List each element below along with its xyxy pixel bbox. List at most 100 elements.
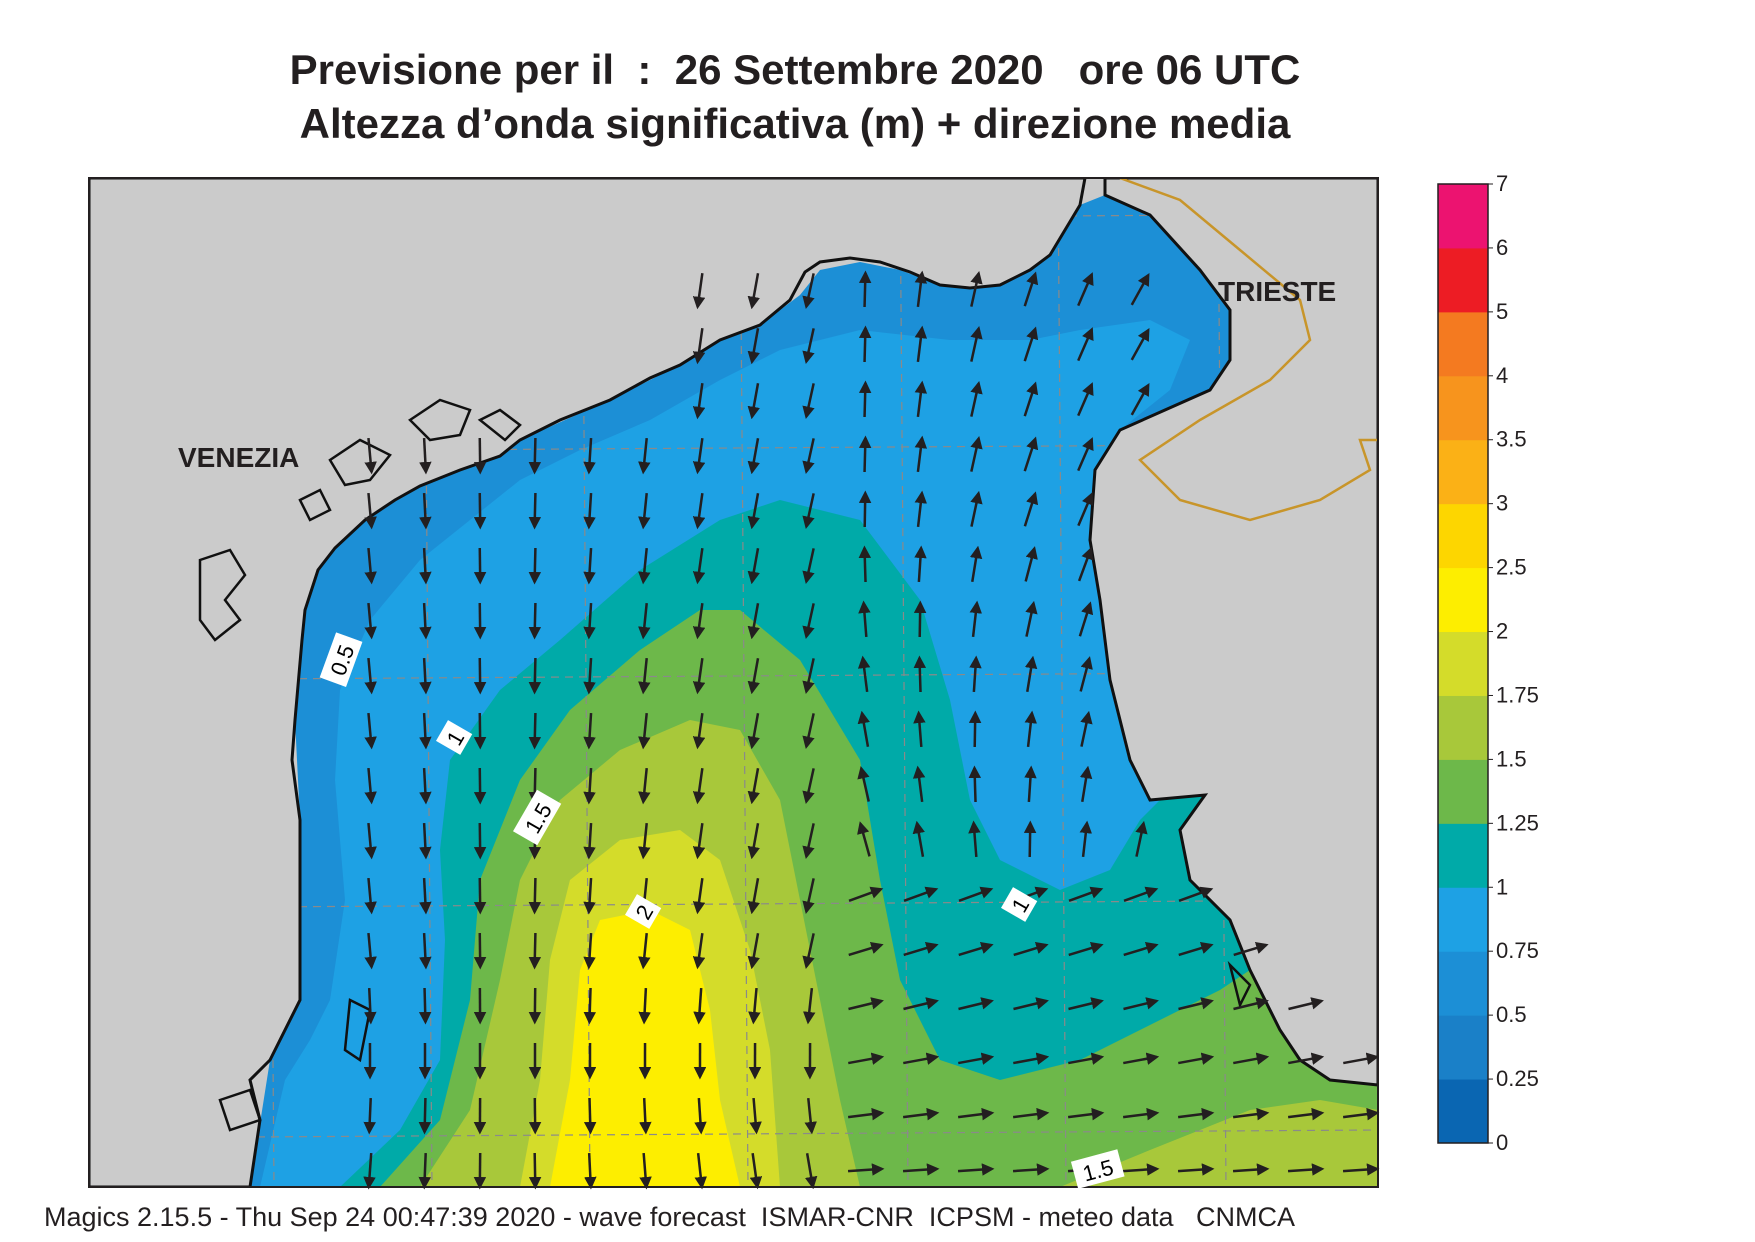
wave-arrow bbox=[528, 602, 542, 640]
colorbar-swatch bbox=[1438, 311, 1488, 377]
wave-arrow bbox=[1233, 1052, 1270, 1065]
wave-arrow bbox=[969, 545, 983, 582]
wave-arrow bbox=[1343, 1052, 1380, 1065]
wave-arrow bbox=[1068, 997, 1104, 1011]
wave-arrow bbox=[1023, 271, 1039, 307]
wave-arrow bbox=[583, 602, 596, 640]
wave-arrow bbox=[692, 437, 706, 475]
wave-arrow bbox=[1288, 997, 1324, 1011]
wave-arrow bbox=[957, 1163, 995, 1176]
wave-arrow bbox=[418, 1097, 432, 1135]
wave-arrow bbox=[1068, 886, 1104, 902]
wave-arrow bbox=[805, 1153, 818, 1190]
wave-arrow bbox=[1123, 886, 1159, 902]
wave-arrow bbox=[638, 712, 651, 750]
wave-arrow bbox=[692, 822, 706, 860]
wave-arrow bbox=[968, 710, 982, 748]
colorbar-legend: 0 0.25 0.5 0.75 1 1.25 1.5 1.75 2 2.5 3 3.5 4 5 6 7 bbox=[1437, 171, 1539, 1155]
colorbar-tick-label: 1 bbox=[1496, 874, 1508, 899]
wave-arrow bbox=[913, 710, 926, 748]
wave-arrow bbox=[1130, 382, 1150, 416]
wave-arrow bbox=[583, 657, 596, 695]
wave-arrow bbox=[1123, 941, 1159, 957]
wave-arrow bbox=[1023, 820, 1037, 858]
wave-arrow bbox=[638, 987, 651, 1025]
wave-arrow bbox=[914, 490, 928, 528]
wave-arrow bbox=[1013, 997, 1049, 1011]
wave-arrow bbox=[958, 997, 994, 1011]
wave-arrow bbox=[1077, 272, 1094, 307]
wave-arrow bbox=[583, 767, 596, 805]
wave-arrow bbox=[419, 712, 432, 750]
wave-arrow bbox=[802, 493, 815, 530]
wave-arrow bbox=[1178, 941, 1214, 957]
wave-arrow bbox=[848, 997, 884, 1011]
wave-arrow bbox=[583, 492, 596, 530]
wave-arrow bbox=[1342, 1163, 1380, 1176]
wave-arrow bbox=[903, 1052, 940, 1065]
national-border bbox=[1119, 178, 1378, 522]
wave-arrow bbox=[914, 380, 928, 418]
wave-arrow bbox=[903, 941, 939, 957]
wave-arrow bbox=[1077, 382, 1094, 417]
wave-arrow bbox=[970, 380, 983, 417]
wave-arrow bbox=[848, 886, 884, 902]
wave-arrow bbox=[692, 382, 706, 420]
graticule-line bbox=[1057, 178, 1067, 1187]
wave-arrow bbox=[912, 765, 926, 803]
wave-arrow bbox=[1178, 997, 1214, 1011]
graticule-line bbox=[89, 899, 1378, 909]
wave-arrow bbox=[1012, 1163, 1050, 1176]
wave-arrow bbox=[364, 547, 377, 585]
wave-arrow bbox=[902, 1163, 940, 1176]
wave-arrow bbox=[583, 1097, 597, 1135]
wave-arrow bbox=[970, 325, 983, 362]
wave-arrow bbox=[1077, 492, 1094, 527]
wave-arrow bbox=[857, 655, 871, 693]
wave-arrow bbox=[528, 547, 542, 585]
wave-arrow bbox=[1130, 272, 1150, 306]
wave-arrow bbox=[364, 987, 377, 1025]
wave-arrow bbox=[638, 822, 651, 860]
colorbar-swatch bbox=[1438, 184, 1488, 249]
colorbar-swatch bbox=[1438, 887, 1488, 952]
wave-arrow bbox=[958, 886, 994, 902]
colorbar-tick-label: 1.5 bbox=[1496, 746, 1527, 771]
wave-arrow bbox=[1233, 941, 1269, 957]
wave-arrow bbox=[1025, 600, 1038, 637]
colorbar-tick-label: 2 bbox=[1496, 619, 1508, 644]
colorbar-swatch bbox=[1438, 375, 1488, 441]
wave-arrow bbox=[857, 765, 870, 802]
wave-arrow bbox=[419, 492, 432, 530]
wave-arrow bbox=[802, 603, 815, 640]
wave-arrow bbox=[638, 602, 651, 640]
wave-arrow bbox=[1232, 1163, 1270, 1176]
wave-arrow bbox=[419, 932, 432, 970]
graticule-line bbox=[89, 671, 1378, 681]
wave-arrow bbox=[802, 933, 815, 970]
wave-arrow bbox=[583, 987, 597, 1025]
wave-arrow bbox=[528, 712, 542, 750]
wave-arrow bbox=[857, 821, 871, 857]
wave-arrow bbox=[958, 1052, 995, 1065]
wave-arrow bbox=[1024, 765, 1037, 803]
wave-arrow bbox=[848, 941, 884, 957]
colorbar-tick-label: 6 bbox=[1496, 235, 1508, 260]
wave-arrow bbox=[1122, 1163, 1160, 1176]
istria-land bbox=[1088, 178, 1378, 1087]
wave-arrow bbox=[419, 657, 432, 695]
wave-arrow bbox=[1233, 997, 1269, 1011]
wave-arrow bbox=[692, 272, 706, 310]
wave-arrow bbox=[1079, 656, 1093, 692]
colorbar-swatch bbox=[1438, 823, 1488, 888]
wave-arrow bbox=[913, 600, 927, 638]
wave-arrow bbox=[419, 547, 432, 585]
wave-arrow bbox=[1177, 1107, 1215, 1121]
wave-arrow bbox=[803, 987, 816, 1025]
wave-arrow bbox=[638, 767, 651, 805]
wave-direction-arrows bbox=[363, 270, 1380, 1190]
colorbar-tick-label: 3.5 bbox=[1496, 427, 1527, 452]
wave-arrow bbox=[363, 1152, 376, 1190]
wave-arrow bbox=[747, 328, 760, 365]
wave-arrow bbox=[1077, 437, 1094, 472]
